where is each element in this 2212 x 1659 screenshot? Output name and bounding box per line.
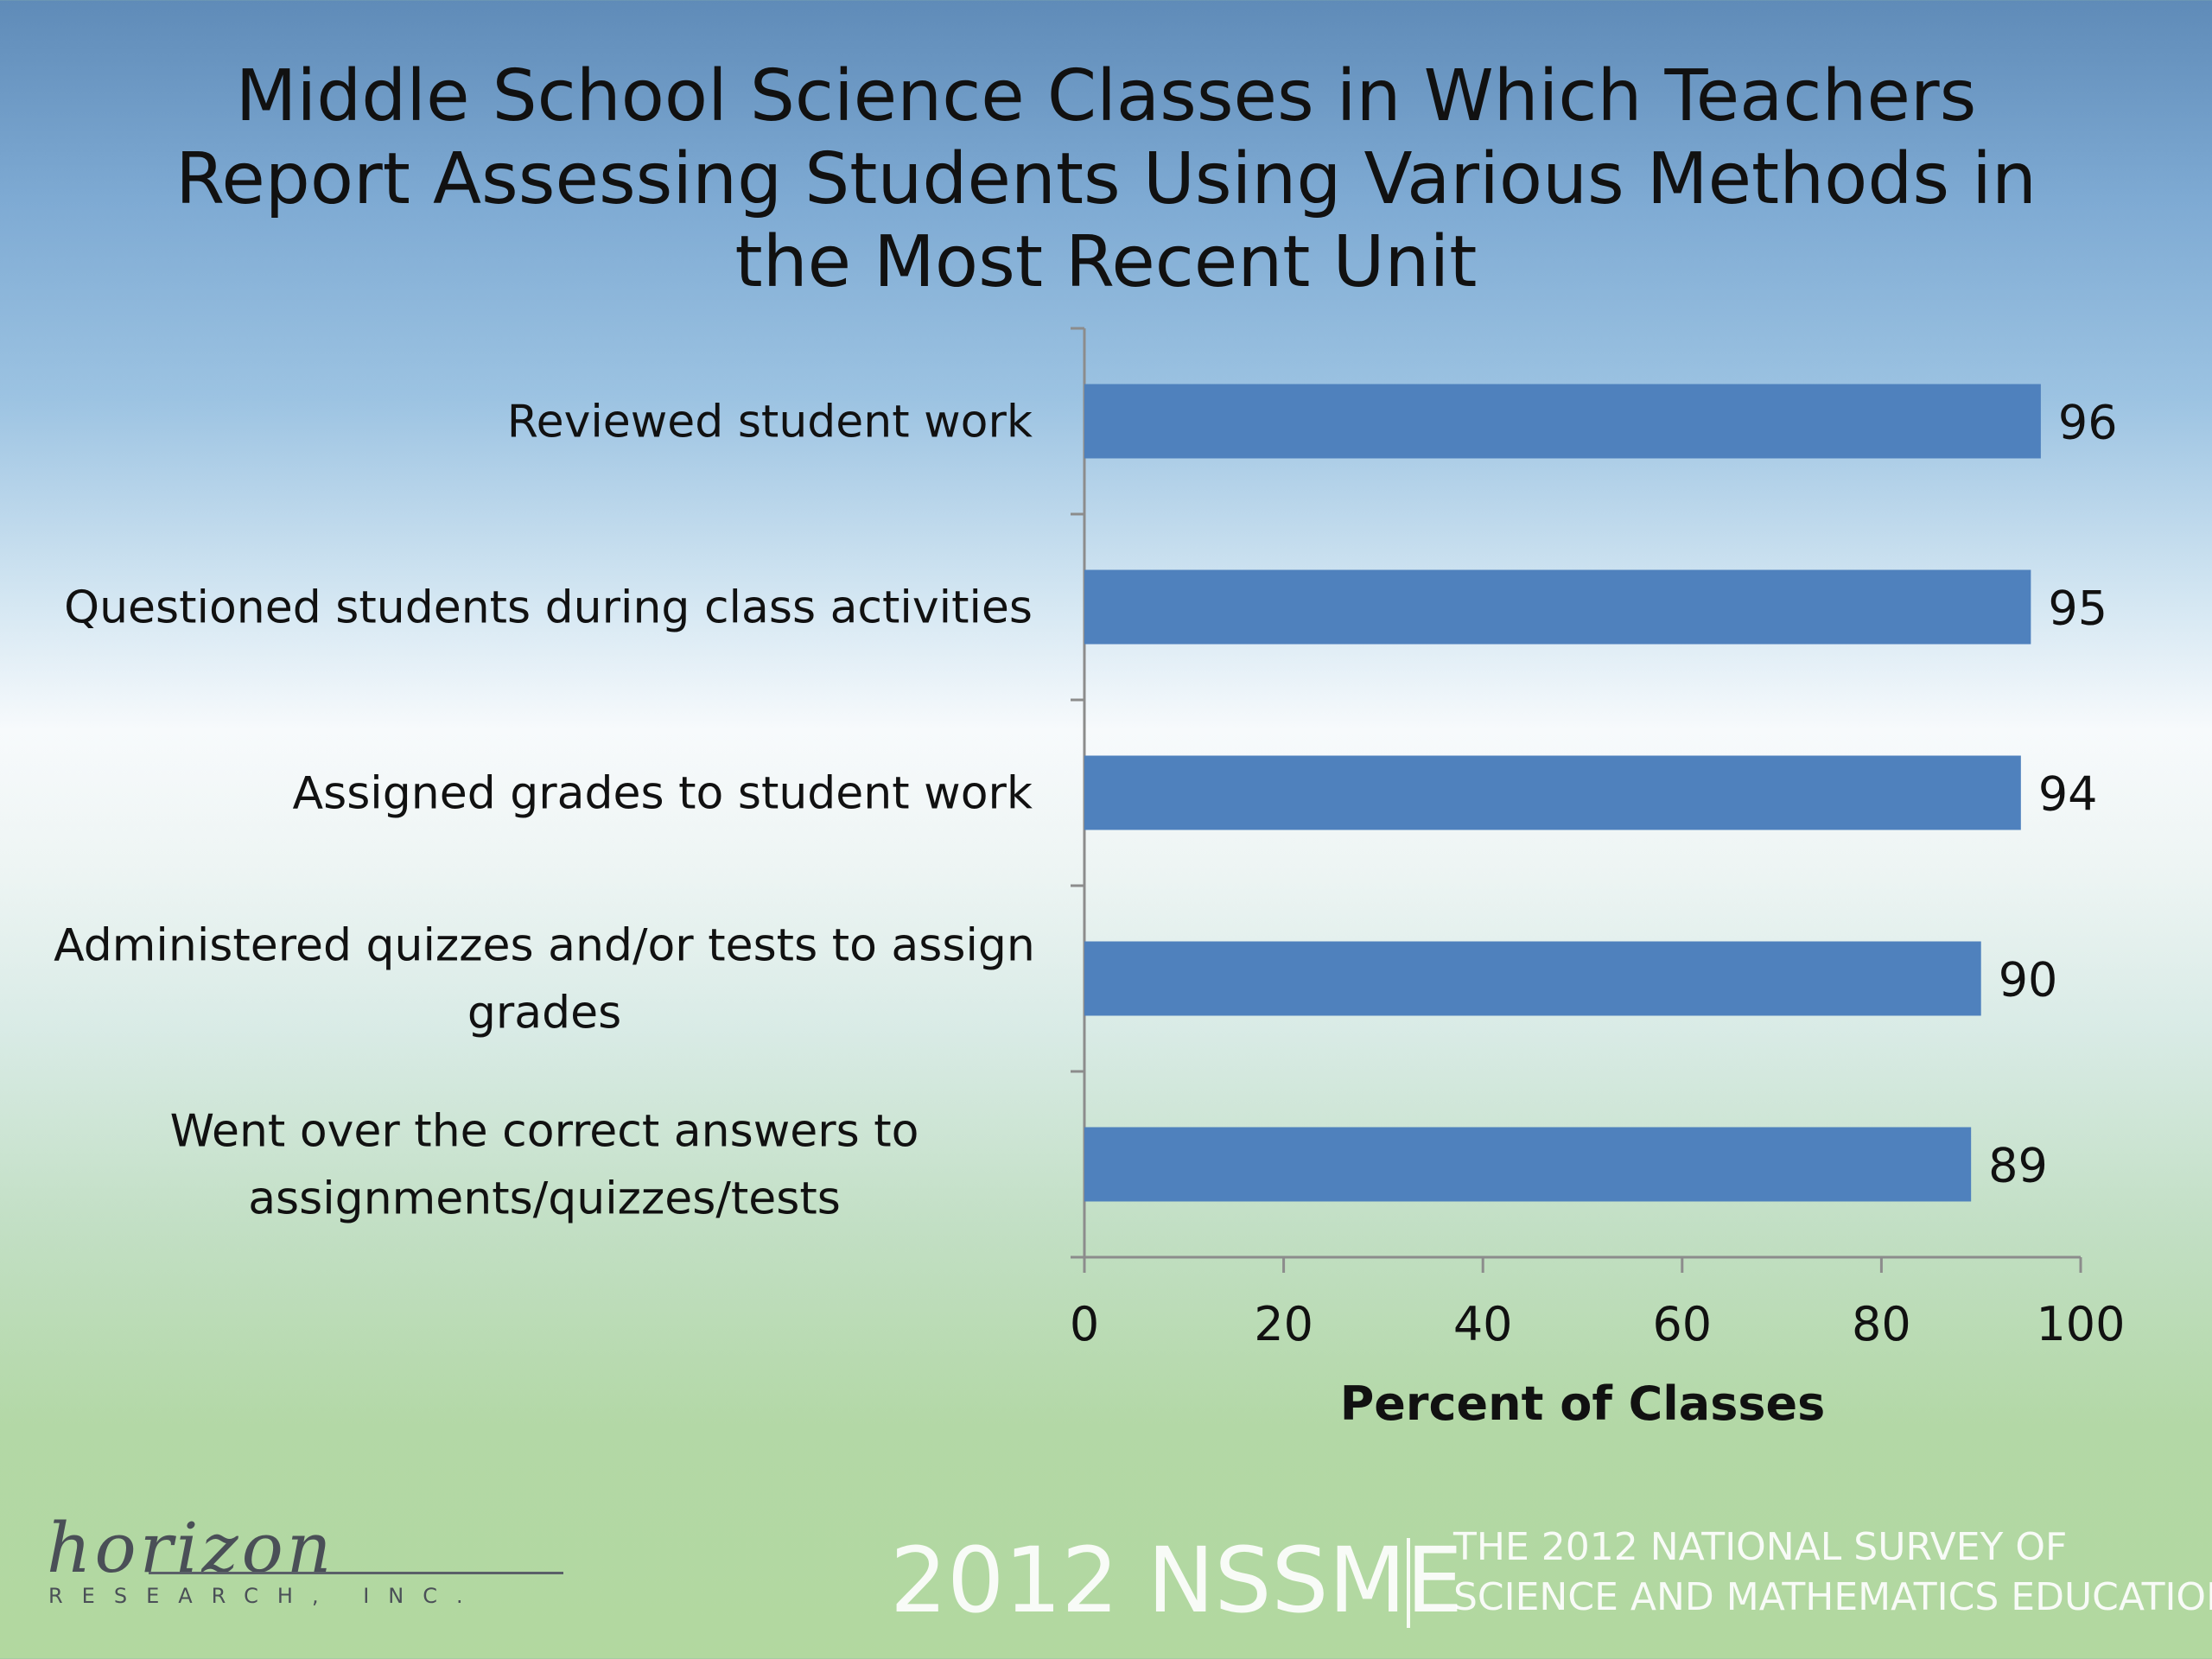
chart-title-line-3: the Most Recent Unit	[734, 221, 1478, 303]
category-label-line: assignments/quizzes/tests	[248, 1173, 841, 1225]
x-axis-title: Percent of Classes	[1340, 1376, 1826, 1431]
category-label-line: Went over the correct answers to	[170, 1106, 919, 1158]
footer-subtitle-line-2: SCIENCE AND MATHEMATICS EDUCATION	[1453, 1575, 2212, 1619]
logo-underline	[149, 1572, 563, 1574]
x-tick-label: 40	[1453, 1297, 1513, 1351]
logo-subtitle: RESEARCH, INC.	[48, 1584, 482, 1608]
category-label-line: grades	[467, 988, 621, 1039]
bar	[1084, 755, 2021, 830]
category-label: Assigned grades to student work	[293, 768, 1033, 820]
bar	[1084, 384, 2041, 459]
category-label-line: Questioned students during class activit…	[64, 582, 1033, 634]
x-tick-label: 20	[1254, 1297, 1313, 1351]
chart-title-line-1: Middle School Science Classes in Which T…	[235, 55, 1977, 137]
category-label-line: Assigned grades to student work	[293, 768, 1033, 820]
chart-title: Middle School Science Classes in Which T…	[121, 55, 2091, 304]
category-label: Reviewed student work	[507, 397, 1033, 448]
data-label: 95	[2048, 582, 2107, 636]
bar	[1084, 1127, 1972, 1202]
bar	[1084, 569, 2031, 645]
logo-wordmark: horizon	[47, 1508, 335, 1588]
chart-title-line-2: Report Assessing Students Using Various …	[175, 138, 2037, 220]
x-tick-label: 60	[1652, 1297, 1712, 1351]
data-label: 96	[2058, 396, 2118, 450]
data-label: 89	[1988, 1139, 2048, 1193]
category-label: Administered quizzes and/or tests to ass…	[54, 920, 1035, 1039]
data-label: 90	[1999, 953, 2058, 1007]
footer-subtitle: THE 2012 NATIONAL SURVEY OF SCIENCE AND …	[1453, 1522, 2212, 1623]
footer-divider	[1407, 1538, 1410, 1628]
horizon-research-logo: horizon RESEARCH, INC.	[45, 1508, 563, 1629]
bar	[1084, 941, 1981, 1016]
x-tick-label: 0	[1070, 1297, 1099, 1351]
category-label-line: Reviewed student work	[507, 397, 1033, 448]
footer-subtitle-line-1: THE 2012 NATIONAL SURVEY OF	[1453, 1525, 2068, 1569]
footer-brand: 2012 NSSME	[890, 1528, 1463, 1633]
x-tick-label: 100	[2036, 1297, 2125, 1351]
category-label: Questioned students during class activit…	[64, 582, 1033, 634]
plot-area: 96 Reviewed student work 95 Questioned stud…	[54, 327, 2126, 1431]
category-label: Went over the correct answers to assignme…	[170, 1106, 919, 1225]
x-tick-label: 80	[1852, 1297, 1911, 1351]
data-label: 94	[2038, 767, 2098, 822]
category-label-line: Administered quizzes and/or tests to ass…	[54, 920, 1035, 972]
